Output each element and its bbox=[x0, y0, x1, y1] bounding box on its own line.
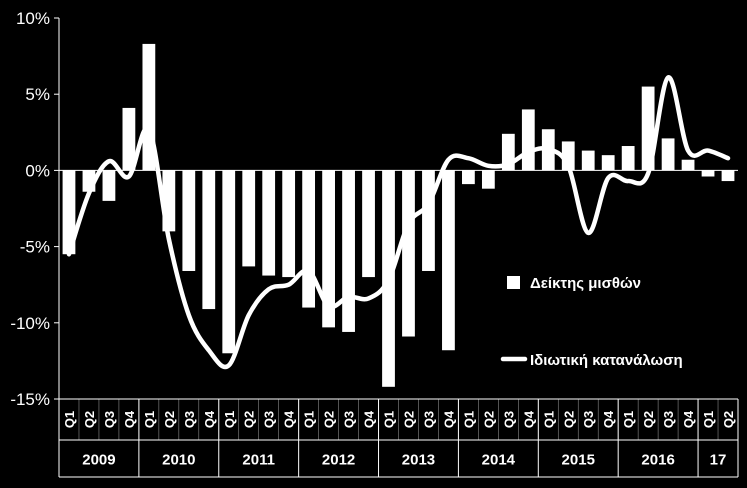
wage-index-bar bbox=[462, 170, 475, 185]
quarter-tick-label: Q2 bbox=[641, 411, 656, 428]
quarter-tick-label: Q4 bbox=[122, 410, 137, 428]
wage-index-bar bbox=[721, 170, 735, 182]
year-labels: 2009 2010 2011 2012 2013 2014 2015 2016 17 bbox=[58, 399, 739, 477]
wage-index-bar bbox=[202, 170, 216, 310]
wage-index-bar bbox=[62, 170, 76, 255]
quarter-tick-label: Q1 bbox=[701, 411, 716, 428]
legend-swatch-bar bbox=[507, 276, 520, 289]
quarter-tick-label: Q1 bbox=[222, 411, 237, 428]
wage-index-bar bbox=[182, 170, 196, 271]
legend-label-private-consumption: Ιδιωτική κατανάλωση bbox=[530, 352, 683, 369]
quarter-tick-label: Q3 bbox=[581, 411, 596, 428]
year-tick-label: 2015 bbox=[562, 452, 595, 469]
quarter-tick-label: Q3 bbox=[661, 411, 676, 428]
quarter-tick-label: Q2 bbox=[242, 411, 257, 428]
quarter-tick-label: Q2 bbox=[82, 411, 97, 428]
quarter-tick-label: Q1 bbox=[62, 411, 77, 428]
wage-index-bar bbox=[122, 107, 136, 171]
year-tick-label: 2014 bbox=[482, 452, 516, 469]
quarter-tick-label: Q2 bbox=[561, 411, 576, 428]
quarter-tick-label: Q2 bbox=[162, 411, 177, 428]
wage-index-bar bbox=[621, 146, 635, 171]
quarter-tick-label: Q4 bbox=[601, 410, 616, 428]
quarter-tick-label: Q3 bbox=[342, 411, 357, 428]
legend: Δείκτης μισθών Ιδιωτική κατανάλωση bbox=[500, 275, 683, 369]
year-tick-label: 2011 bbox=[242, 452, 275, 469]
wage-index-bar bbox=[521, 109, 535, 171]
wage-index-bar bbox=[422, 170, 435, 271]
wage-index-bar bbox=[481, 170, 495, 189]
quarter-tick-label: Q2 bbox=[721, 411, 736, 428]
y-tick-label: 5% bbox=[25, 85, 50, 104]
wage-index-bar bbox=[362, 170, 375, 278]
quarter-tick-label: Q3 bbox=[262, 411, 277, 428]
wage-index-bar bbox=[102, 170, 116, 201]
quarter-tick-label: Q1 bbox=[302, 411, 317, 428]
y-tick-label: 10% bbox=[16, 9, 50, 28]
wage-index-bar bbox=[342, 170, 355, 332]
wage-index-bar bbox=[442, 170, 455, 351]
wage-index-bar bbox=[681, 159, 695, 171]
quarter-tick-label: Q1 bbox=[461, 411, 476, 428]
quarter-tick-label: Q3 bbox=[182, 411, 197, 428]
wage-index-bar bbox=[302, 170, 316, 308]
y-tick-label: -15% bbox=[10, 390, 50, 409]
quarter-tick-label: Q4 bbox=[202, 410, 217, 428]
quarter-tick-label: Q2 bbox=[322, 411, 337, 428]
legend-label-wage-index: Δείκτης μισθών bbox=[530, 275, 641, 292]
year-tick-label: 2016 bbox=[641, 452, 674, 469]
wage-index-bar bbox=[581, 150, 595, 171]
quarter-tick-label: Q2 bbox=[481, 411, 496, 428]
wage-index-bar bbox=[701, 170, 715, 177]
quarter-tick-label: Q1 bbox=[541, 411, 556, 428]
quarter-tick-label: Q4 bbox=[681, 410, 696, 428]
quarter-tick-label: Q1 bbox=[382, 411, 397, 428]
wage-index-bar bbox=[222, 170, 236, 354]
quarter-tick-label: Q3 bbox=[102, 411, 117, 428]
quarter-tick-label: Q4 bbox=[362, 410, 377, 428]
wage-index-bar bbox=[322, 170, 335, 328]
wage-index-bar bbox=[601, 155, 615, 171]
year-tick-label: 17 bbox=[710, 452, 727, 469]
year-tick-label: 2010 bbox=[162, 452, 195, 469]
quarter-tick-label: Q2 bbox=[401, 411, 416, 428]
wage-index-bar bbox=[661, 138, 675, 171]
quarter-tick-label: Q3 bbox=[421, 411, 436, 428]
wage-index-bar bbox=[282, 170, 296, 278]
wage-index-bar bbox=[402, 170, 415, 337]
y-tick-label: -10% bbox=[10, 314, 50, 333]
y-tick-label: -5% bbox=[20, 238, 50, 257]
y-ticks: 10% 5% 0% -5% -10% -15% bbox=[10, 9, 59, 409]
wage-index-bar bbox=[242, 170, 256, 267]
private-consumption-line bbox=[66, 75, 731, 370]
quarter-tick-label: Q4 bbox=[441, 410, 456, 428]
quarter-tick-label: Q3 bbox=[501, 411, 516, 428]
y-tick-label: 0% bbox=[25, 161, 50, 180]
quarter-tick-label: Q4 bbox=[521, 410, 536, 428]
quarter-tick-label: Q1 bbox=[621, 411, 636, 428]
year-tick-label: 2013 bbox=[402, 452, 435, 469]
year-tick-label: 2009 bbox=[82, 452, 115, 469]
year-tick-label: 2012 bbox=[322, 452, 355, 469]
quarter-labels: Q1 Q2 Q3 Q4 Q1 Q2 Q3 Q4 Q1 Q2 Q3 Q4 Q1 Q2 Q3 Q4 Q1 Q2 Q3 Q4… bbox=[62, 399, 736, 440]
quarter-tick-label: Q4 bbox=[282, 410, 297, 428]
quarter-tick-label: Q1 bbox=[142, 411, 157, 428]
wage-index-bar bbox=[262, 170, 276, 276]
